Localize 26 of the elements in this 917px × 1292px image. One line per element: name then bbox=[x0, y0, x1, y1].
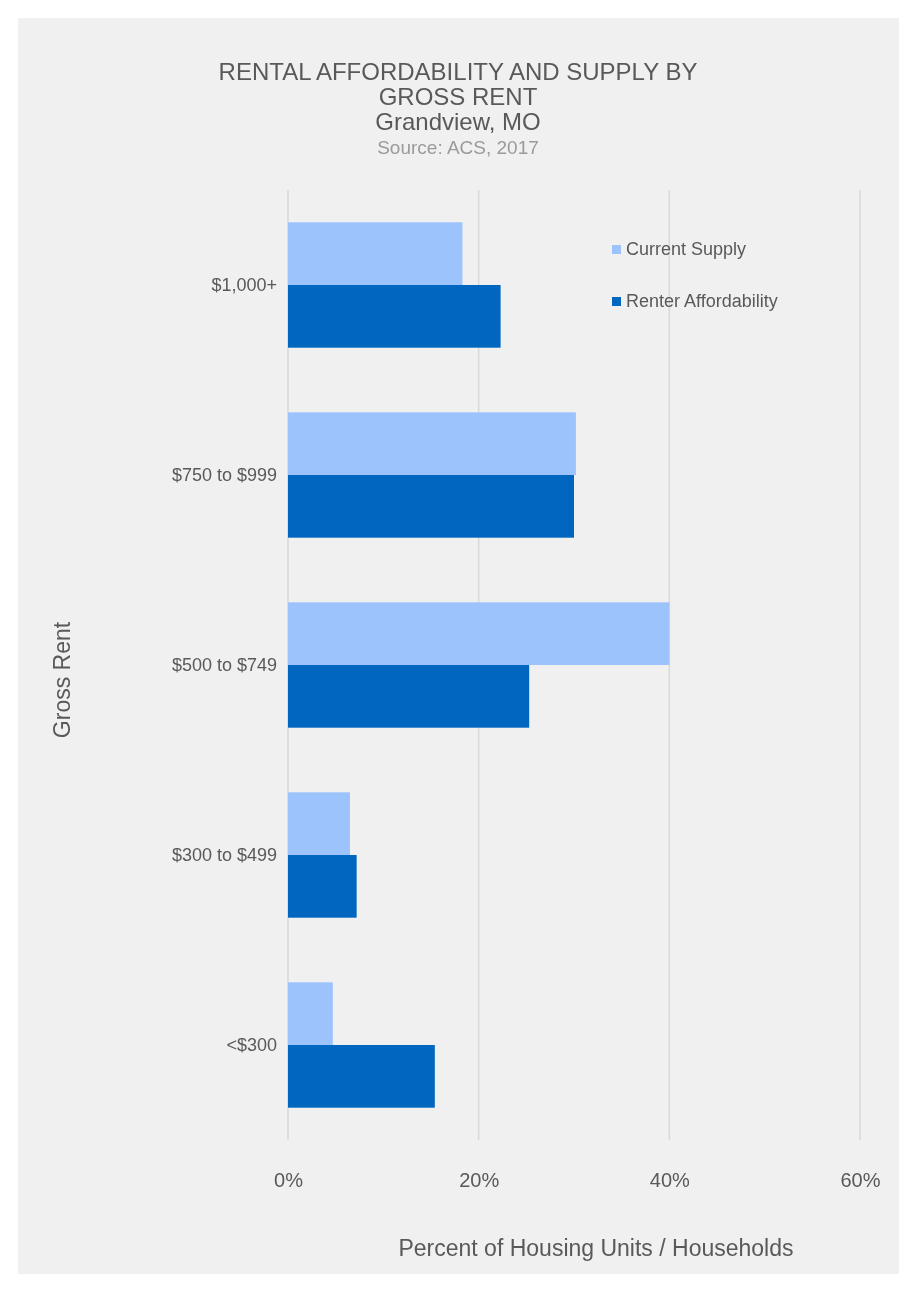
y-tick-label: $300 to $499 bbox=[171, 844, 277, 865]
chart-title: RENTAL AFFORDABILITY AND SUPPLY BY GROSS RENT bbox=[218, 58, 698, 110]
bar bbox=[288, 475, 574, 538]
bar bbox=[288, 1045, 435, 1108]
x-tick-label: 0% bbox=[274, 1169, 304, 1192]
bar bbox=[288, 412, 576, 475]
bar bbox=[288, 285, 501, 348]
y-tick-label: <$300 bbox=[226, 1034, 277, 1055]
y-tick-label: $500 to $749 bbox=[171, 654, 277, 675]
y-axis-title: Gross Rent bbox=[49, 621, 75, 739]
bar bbox=[288, 792, 350, 855]
y-tick-label: $1,000+ bbox=[211, 274, 277, 295]
bar bbox=[288, 222, 463, 285]
x-tick-label: 40% bbox=[649, 1169, 691, 1192]
y-tick-label: $750 to $999 bbox=[171, 464, 277, 485]
x-tick-label: 60% bbox=[840, 1169, 881, 1192]
bar bbox=[288, 982, 333, 1045]
chart-subtitle: Grandview, MO bbox=[375, 108, 541, 135]
bar bbox=[288, 855, 357, 918]
bar bbox=[288, 665, 530, 728]
bar bbox=[288, 602, 670, 665]
x-tick-label: 20% bbox=[459, 1169, 500, 1192]
legend-label: Renter Affordability bbox=[626, 291, 778, 311]
legend-label: Current Supply bbox=[626, 239, 747, 259]
x-axis-title: Percent of Housing Units / Households bbox=[398, 1235, 794, 1261]
source-note: Source: ACS, 2017 bbox=[377, 137, 539, 158]
